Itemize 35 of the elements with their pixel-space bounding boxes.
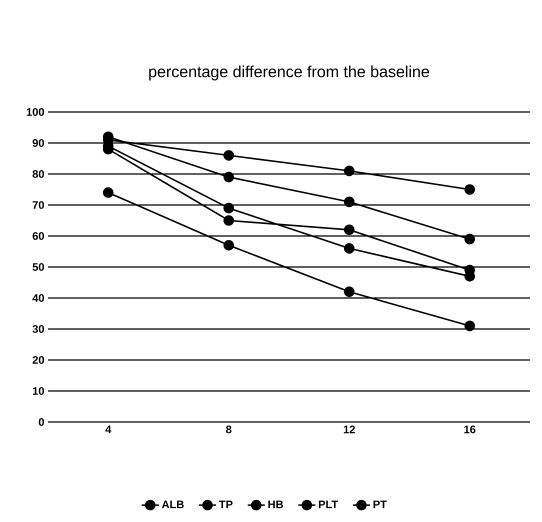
point xyxy=(223,240,234,251)
y-tick-label: 50 xyxy=(32,263,44,271)
point xyxy=(102,187,114,198)
point xyxy=(344,196,355,208)
y-tick-label: 40 xyxy=(32,294,44,302)
point xyxy=(223,202,234,214)
point xyxy=(223,172,234,182)
chart-title: percentage difference from the baseline xyxy=(149,66,430,80)
y-tick-label: 90 xyxy=(32,139,44,147)
x-tick-label: 8 xyxy=(226,426,232,434)
legend-label: ALB xyxy=(162,500,184,508)
point xyxy=(344,243,355,254)
x-tick-label: 12 xyxy=(344,426,355,434)
legend-label: TP xyxy=(219,500,233,508)
x-tick-label: 4 xyxy=(105,426,112,434)
point xyxy=(464,320,476,332)
legend-label: PT xyxy=(374,500,387,508)
y-tick-label: 60 xyxy=(32,232,44,240)
point xyxy=(464,184,476,195)
y-tick-label: 20 xyxy=(32,356,44,364)
y-tick-label: 10 xyxy=(32,387,44,395)
legend-label: PLT xyxy=(318,500,338,508)
x-tick-label: 16 xyxy=(464,426,476,434)
point xyxy=(344,166,355,176)
y-tick-label: 100 xyxy=(26,108,44,116)
y-tick-label: 70 xyxy=(32,201,44,209)
y-tick-label: 80 xyxy=(32,170,44,178)
point xyxy=(464,234,476,244)
y-tick-label: 30 xyxy=(32,325,44,333)
point xyxy=(344,224,355,236)
point xyxy=(223,215,234,226)
point xyxy=(344,286,355,298)
point xyxy=(223,150,234,161)
legend-label: HB xyxy=(268,500,283,508)
y-tick-label: 0 xyxy=(38,418,44,426)
